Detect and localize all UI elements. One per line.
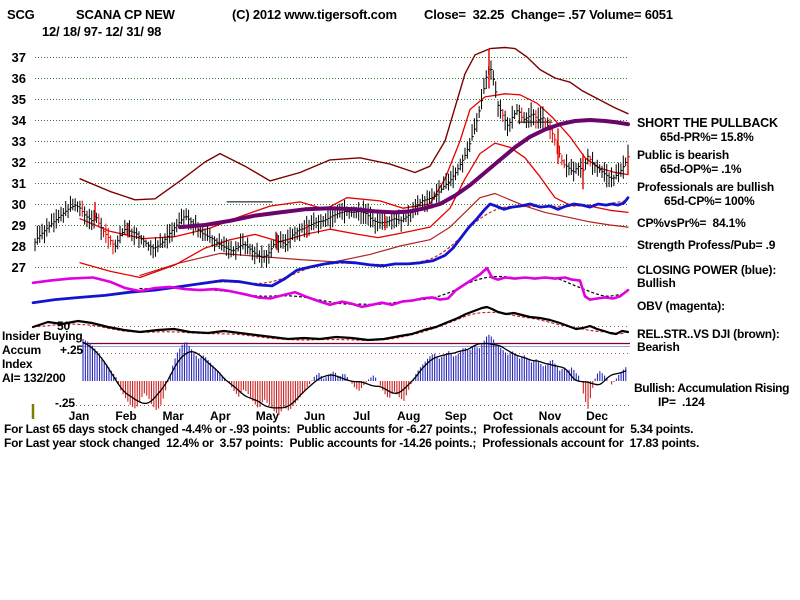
date-range: 12/ 18/ 97- 12/ 31/ 98	[42, 24, 162, 39]
public-sentiment: Public is bearish	[637, 148, 729, 162]
cp-value: 65d-CP%= 100%	[664, 194, 755, 208]
month-label: Oct	[492, 409, 513, 423]
closing-power-label: CLOSING POWER (blue):	[637, 263, 777, 277]
month-label: Jul	[352, 409, 371, 423]
summary-65day: For Last 65 days stock changed -4.4% or …	[4, 422, 694, 436]
pr-value: 65d-PR%= 15.8%	[660, 130, 754, 144]
accum-label: Accum	[2, 343, 42, 357]
y-tick-label: 27	[11, 260, 26, 275]
fifty-level-label: 50	[57, 319, 70, 333]
closing-power-status: Bullish	[637, 276, 676, 290]
index-label: Index	[2, 357, 33, 371]
month-label: Jun	[303, 409, 326, 423]
price-stats: Close= 32.25 Change= .57 Volume= 6051	[424, 7, 673, 22]
professional-sentiment: Professionals are bullish	[637, 180, 775, 194]
copyright-text: (C) 2012 www.tigersoft.com	[232, 7, 397, 22]
y-tick-label: 32	[11, 155, 26, 170]
op-value: 65d-OP%= .1%	[660, 162, 742, 176]
y-tick-label: 37	[11, 50, 26, 65]
month-label: Apr	[209, 409, 231, 423]
month-label: Feb	[115, 409, 137, 423]
month-label: Dec	[586, 409, 609, 423]
summary-year: For Last year stock changed 12.4% or 3.5…	[4, 436, 700, 450]
ticker-symbol: SCG	[7, 7, 35, 22]
y-tick-label: 30	[11, 197, 26, 212]
month-label: Jan	[68, 409, 90, 423]
y-tick-label: 28	[11, 239, 26, 254]
month-label: Aug	[397, 409, 421, 423]
y-tick-label: 33	[11, 134, 26, 149]
y-tick-label: 36	[11, 71, 26, 86]
y-tick-label: 35	[11, 92, 26, 107]
page-title: SCANA CP NEW	[76, 7, 175, 22]
minus25-level-label: -.25	[55, 396, 75, 410]
relative-strength-label: REL.STR..VS DJI (brown):	[637, 327, 780, 341]
plus25-level-label: +.25	[60, 343, 83, 357]
month-label: May	[255, 409, 280, 423]
signal-label: SHORT THE PULLBACK	[637, 116, 778, 130]
y-tick-label: 31	[11, 176, 26, 191]
ip-value: IP= .124	[658, 395, 705, 409]
month-label: Mar	[162, 409, 184, 423]
accumulation-index-value: AI= 132/200	[2, 371, 66, 385]
y-tick-label: 34	[11, 113, 26, 128]
y-tick-label: 29	[11, 218, 26, 233]
accumulation-note: Bullish: Accumulation Rising	[634, 381, 790, 395]
month-label: Sep	[444, 409, 467, 423]
month-label: Nov	[538, 409, 562, 423]
cpvspr-value: CP%vsPr%= 84.1%	[637, 216, 746, 230]
insider-buying-label: Insider Buying	[2, 329, 83, 343]
relative-strength-status: Bearish	[637, 340, 680, 354]
obv-label: OBV (magenta):	[637, 299, 725, 313]
strength-value: Strength Profess/Pub= .9	[637, 238, 776, 252]
